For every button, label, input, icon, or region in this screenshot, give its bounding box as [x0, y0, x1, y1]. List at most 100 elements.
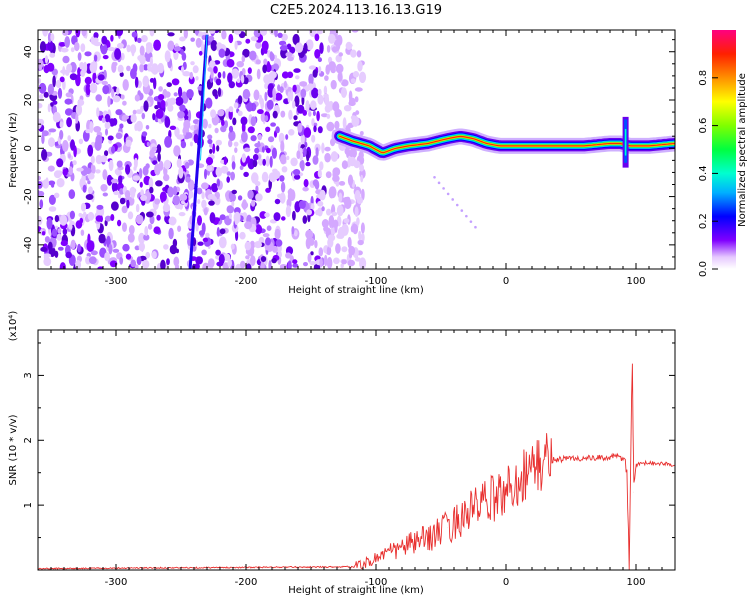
noise-blob	[233, 30, 242, 35]
noise-blob	[86, 240, 95, 252]
noise-blob	[214, 60, 221, 65]
noise-blob	[228, 106, 234, 113]
noise-blob	[163, 159, 171, 170]
noise-blob	[245, 49, 249, 56]
noise-blob	[158, 86, 163, 92]
noise-blob	[83, 167, 92, 175]
noise-blob	[303, 146, 307, 157]
noise-blob	[292, 33, 300, 46]
noise-blob	[115, 132, 123, 140]
noise-blob	[85, 255, 91, 265]
noise-blob	[66, 63, 73, 73]
noise-blob	[107, 95, 111, 108]
noise-blob	[292, 263, 299, 268]
noise-blob	[116, 87, 120, 95]
noise-blob	[59, 129, 64, 140]
noise-blob	[166, 82, 172, 88]
x-tick-label: -300	[105, 276, 128, 287]
noise-blob	[62, 140, 69, 152]
noise-blob	[85, 83, 91, 96]
noise-blob	[64, 108, 73, 116]
noise-blob	[149, 186, 154, 194]
noise-blob	[226, 171, 231, 176]
noise-blob	[146, 141, 150, 147]
noise-blob	[211, 183, 219, 193]
noise-blob	[293, 174, 301, 180]
noise-blob	[228, 139, 233, 148]
noise-blob	[119, 256, 124, 265]
noise-blob	[328, 100, 334, 111]
noise-blob	[210, 109, 217, 118]
noise-blob	[75, 30, 81, 38]
noise-blob	[181, 66, 184, 73]
noise-blob	[268, 136, 275, 143]
noise-blob	[264, 115, 269, 122]
noise-blob	[239, 231, 246, 240]
noise-blob	[222, 71, 226, 79]
x-tick-label: 0	[503, 276, 509, 287]
noise-blob	[183, 30, 188, 39]
noise-blob	[215, 139, 222, 146]
noise-blob	[79, 62, 85, 70]
noise-blob	[323, 226, 329, 232]
noise-blob	[314, 33, 320, 42]
snr-series-line	[38, 363, 675, 570]
noise-blob	[210, 40, 218, 52]
noise-blob	[207, 193, 216, 200]
noise-blob	[265, 237, 271, 246]
noise-blob	[347, 236, 352, 249]
noise-blob	[141, 131, 148, 137]
noise-blob	[337, 72, 343, 82]
noise-blob	[244, 241, 252, 251]
noise-blob	[274, 198, 281, 205]
noise-blob	[359, 257, 367, 269]
noise-blob	[163, 244, 169, 250]
noise-blob	[350, 115, 357, 120]
noise-blob	[234, 218, 239, 226]
noise-blob	[354, 257, 361, 262]
noise-blob	[59, 214, 68, 226]
noise-blob	[149, 30, 155, 37]
noise-blob	[316, 110, 320, 122]
noise-blob	[98, 233, 106, 244]
noise-blob	[95, 169, 101, 174]
noise-blob	[135, 120, 143, 132]
noise-blob	[280, 154, 287, 165]
noise-blob	[212, 143, 216, 154]
noise-blob	[206, 165, 213, 172]
noise-blob	[266, 99, 274, 110]
noise-blob	[201, 35, 206, 40]
snr-axes: -300 -200 -100 0 100 1 2 3	[23, 330, 676, 588]
noise-blob	[297, 104, 305, 114]
noise-blob	[95, 94, 102, 102]
noise-blob	[255, 59, 261, 65]
noise-blob	[326, 208, 332, 216]
noise-blob	[272, 87, 276, 98]
noise-blob	[134, 264, 139, 269]
noise-blob	[264, 91, 268, 102]
noise-blob	[269, 51, 274, 61]
x-tick-label: 100	[626, 577, 645, 588]
noise-blob	[324, 152, 331, 163]
noise-blob	[44, 236, 51, 243]
noise-blob	[341, 223, 349, 236]
noise-blob	[47, 83, 55, 95]
noise-blob	[250, 255, 256, 266]
snr-point	[635, 464, 637, 466]
noise-blob	[246, 102, 254, 112]
noise-blob	[115, 170, 123, 176]
noise-blob	[162, 203, 171, 213]
noise-blob	[244, 221, 253, 230]
noise-blob	[100, 184, 108, 192]
noise-blob	[323, 85, 328, 96]
snr-multiplier: (x10⁴)	[8, 311, 19, 342]
noise-blob	[173, 256, 180, 267]
noise-blob	[133, 157, 138, 169]
noise-blob	[326, 257, 333, 269]
noise-blob	[48, 128, 57, 133]
snr-background	[38, 330, 675, 570]
noise-blob	[99, 65, 103, 70]
noise-blob	[168, 216, 177, 226]
noise-blob	[348, 100, 356, 107]
noise-blob	[226, 205, 235, 214]
